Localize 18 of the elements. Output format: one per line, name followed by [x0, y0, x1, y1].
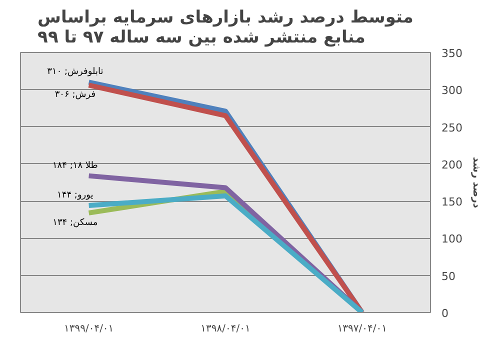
x-tick-label: ۱۳۹۷/۰۴/۰۱: [337, 324, 388, 334]
y-tick-label: 50: [442, 270, 456, 283]
y-tick-label: 0: [442, 307, 448, 320]
y-tick-label: 250: [442, 121, 462, 134]
chart-title: متوسط درصد رشد بازارهای سرمایه براساس منابع منتشر شده بین سه ساله ۹۷ تا ۹۹: [38, 8, 414, 48]
y-axis-title: درصد رشد: [470, 156, 482, 208]
annotation: طلا ۱۸; ۱۸۴: [52, 160, 98, 171]
y-tick-label: 350: [442, 47, 462, 60]
annotation: مسکن; ۱۳۴: [52, 218, 98, 228]
y-tick-label: 300: [442, 84, 462, 98]
y-tick-label: 100: [442, 232, 462, 246]
annotation: یورو; ۱۴۴: [57, 190, 94, 201]
x-tick-label: ۱۳۹۹/۰۴/۰۱: [64, 324, 114, 334]
annotation: تابلوفرش; ۳۱۰: [47, 67, 104, 78]
y-tick-label: 150: [442, 196, 462, 209]
x-tick-label: ۱۳۹۸/۰۴/۰۱: [200, 324, 250, 334]
y-tick-label: 200: [442, 158, 462, 172]
annotation: فرش; ۳۰۶: [54, 90, 96, 100]
